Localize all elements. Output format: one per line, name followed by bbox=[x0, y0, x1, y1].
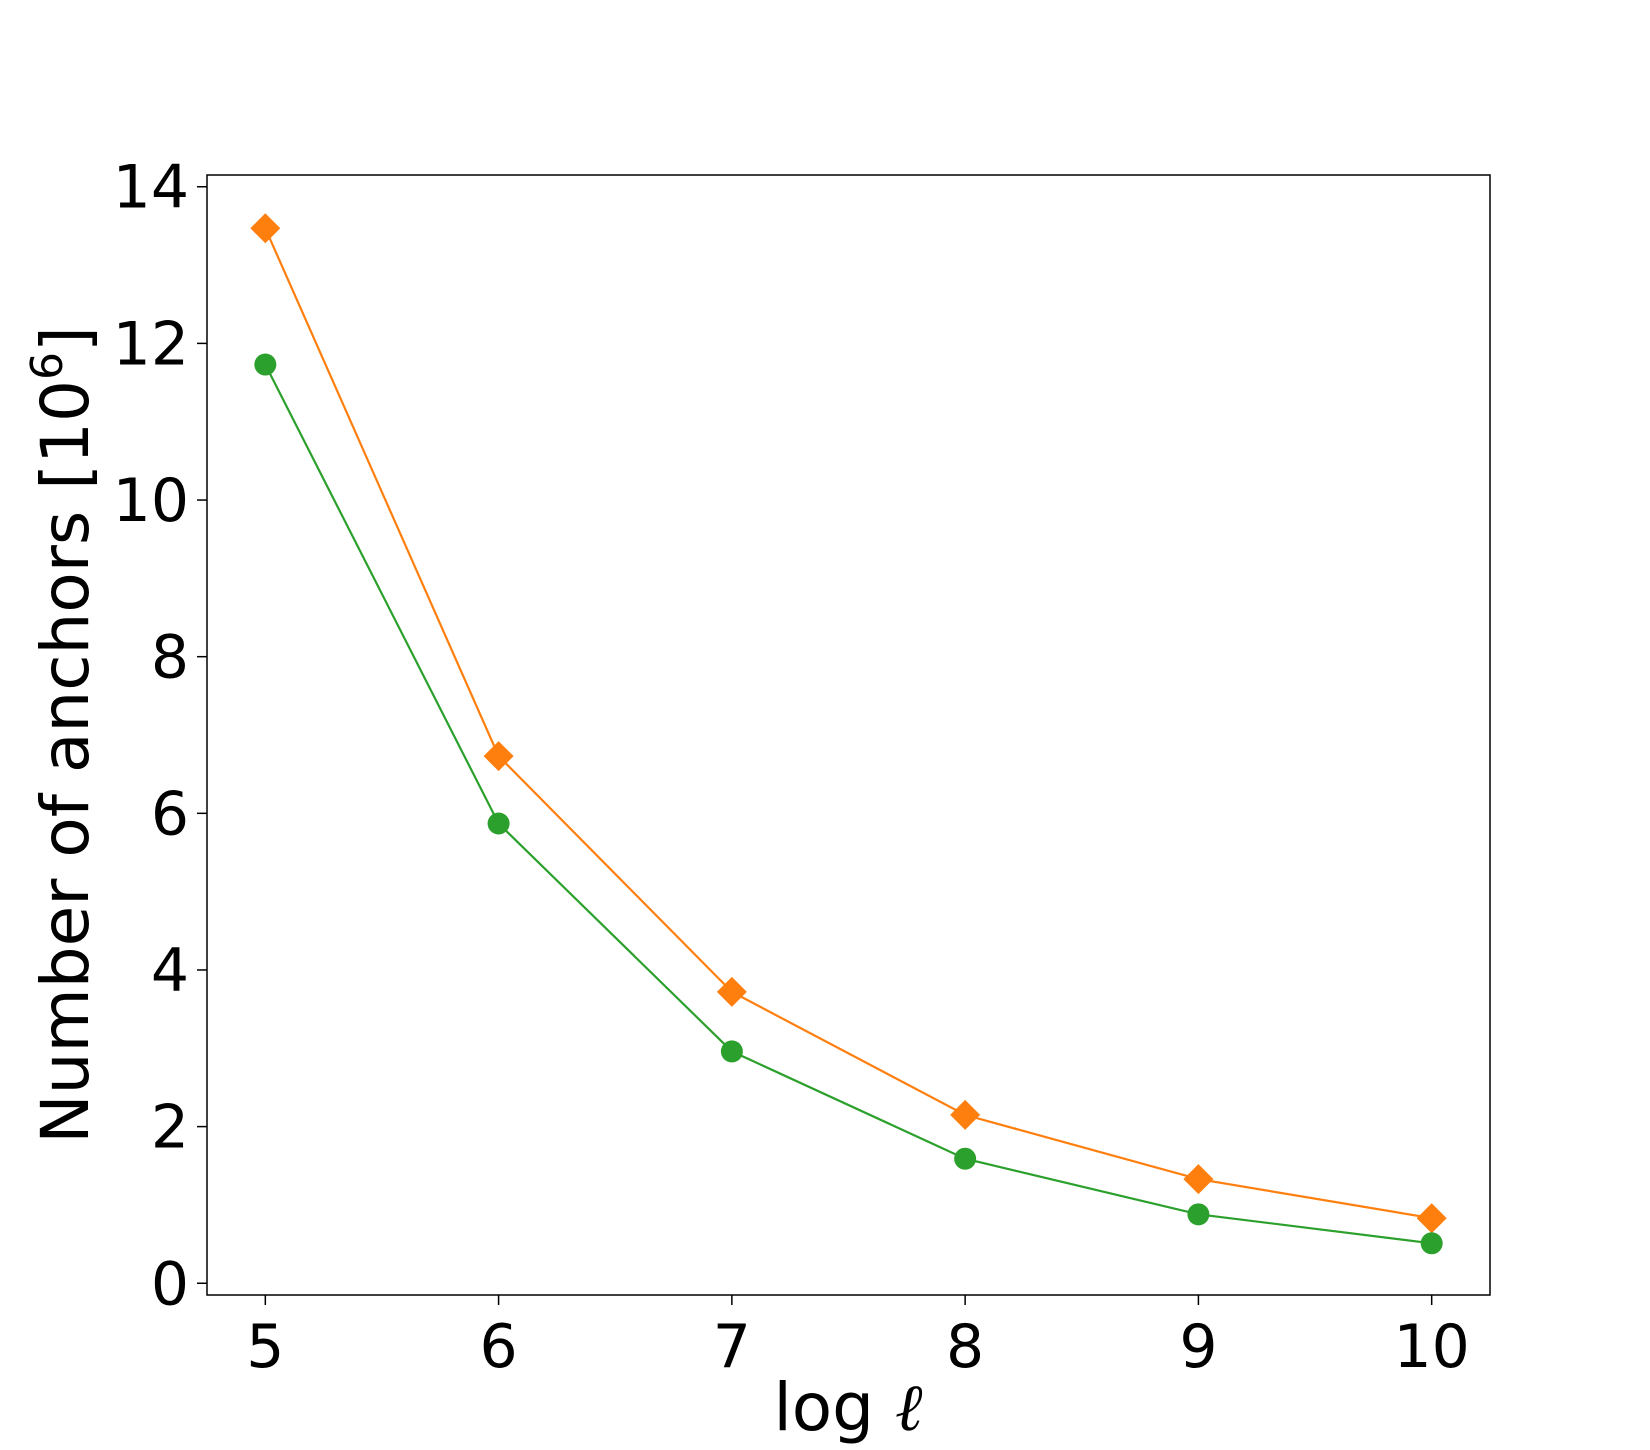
y-tick-label: 2 bbox=[151, 1093, 189, 1163]
y-tick-label: 6 bbox=[151, 779, 189, 849]
x-tick-label: 9 bbox=[1179, 1312, 1217, 1382]
y-tick-label: 4 bbox=[151, 936, 189, 1006]
series-1-point bbox=[954, 1147, 977, 1170]
series-line-0 bbox=[264, 227, 1432, 1220]
x-tick-label: 6 bbox=[479, 1312, 517, 1382]
series-1-point bbox=[1420, 1232, 1443, 1255]
y-tick-label: 8 bbox=[151, 623, 189, 693]
x-axis: 5 6 7 8 9 10 bbox=[246, 1295, 1470, 1382]
series-1-point bbox=[1187, 1203, 1210, 1226]
series-0-point bbox=[250, 213, 281, 244]
x-tick-label: 10 bbox=[1394, 1312, 1470, 1382]
plot-area bbox=[206, 174, 1491, 1296]
y-axis: 0 2 4 6 8 10 12 14 bbox=[113, 153, 207, 1319]
y-axis-label-exponent: 6 bbox=[22, 352, 73, 380]
x-axis-label: log ℓ bbox=[773, 1369, 923, 1446]
y-tick-label: 0 bbox=[151, 1249, 189, 1319]
x-tick-label: 5 bbox=[246, 1312, 284, 1382]
y-tick-label: 12 bbox=[113, 309, 189, 379]
series-0-point bbox=[1416, 1203, 1447, 1234]
series-0-point bbox=[716, 976, 747, 1007]
x-tick-label: 7 bbox=[713, 1312, 751, 1382]
series-1-point bbox=[254, 353, 277, 376]
y-tick-label: 10 bbox=[113, 466, 189, 536]
series-line-1 bbox=[264, 364, 1432, 1245]
series-0-point bbox=[483, 741, 514, 772]
series-1-point bbox=[487, 812, 510, 835]
series-0-point bbox=[1183, 1164, 1214, 1195]
series-0-point bbox=[950, 1099, 981, 1130]
y-axis-label: Number of anchors [106] bbox=[22, 326, 104, 1143]
series-1-point bbox=[720, 1040, 743, 1063]
y-tick-label: 14 bbox=[113, 153, 189, 223]
x-tick-label: 8 bbox=[946, 1312, 984, 1382]
series-layer bbox=[250, 213, 1447, 1255]
